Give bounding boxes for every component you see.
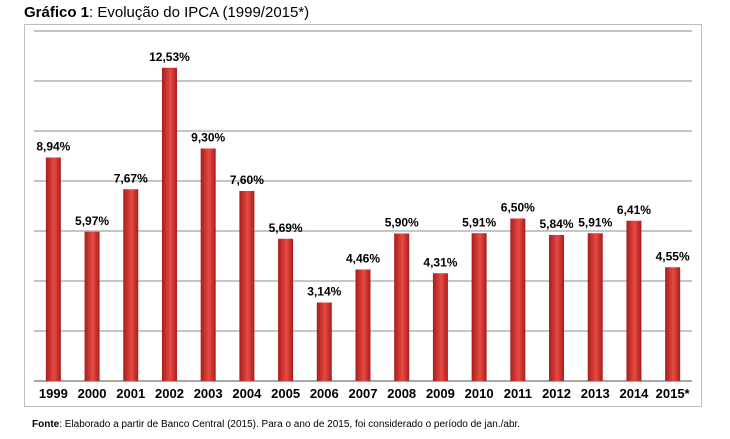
bar-2002	[161, 67, 177, 381]
bar-2009	[432, 273, 448, 381]
data-label-2008: 5,90%	[385, 216, 419, 230]
data-label-2003: 9,30%	[191, 131, 225, 145]
bar-2010	[471, 233, 487, 381]
tick-label-2013: 2013	[581, 386, 610, 401]
data-label-2000: 5,97%	[75, 214, 109, 228]
tick-label-2006: 2006	[310, 386, 339, 401]
data-label-2015*: 4,55%	[656, 249, 690, 263]
data-label-2013: 5,91%	[578, 215, 612, 229]
tick-label-2008: 2008	[387, 386, 416, 401]
chart-title-prefix: Gráfico 1	[24, 4, 90, 21]
tick-label-2009: 2009	[426, 386, 455, 401]
data-label-2004: 7,60%	[230, 173, 264, 187]
tick-label-2012: 2012	[542, 386, 571, 401]
data-label-2006: 3,14%	[307, 285, 341, 299]
x-axis-ticks: 1999 2000 2001 2002 2003 2004 2005 2006 2007 2008…	[39, 386, 691, 401]
tick-label-2014: 2014	[619, 386, 649, 401]
data-label-2010: 5,91%	[462, 215, 496, 229]
bar-1999	[45, 157, 61, 381]
tick-label-2003: 2003	[194, 386, 223, 401]
data-label-2007: 4,46%	[346, 252, 380, 266]
bar-2014	[626, 220, 642, 381]
tick-label-2015*: 2015*	[656, 386, 691, 401]
data-label-2011: 6,50%	[501, 201, 535, 215]
data-label-2014: 6,41%	[617, 203, 651, 217]
tick-label-2000: 2000	[78, 386, 107, 401]
chart-title: Gráfico 1: Evolução do IPCA (1999/2015*)	[24, 4, 309, 21]
bar-2015*	[665, 267, 681, 381]
bar-2013	[587, 233, 603, 381]
bar-2005	[278, 238, 294, 381]
tick-label-2002: 2002	[155, 386, 184, 401]
source-text: : Elaborado a partir de Banco Central (2…	[59, 419, 521, 430]
ipca-bar-chart: 8,94% 5,97% 7,67% 12,53% 9,30% 7,60% 5,69% 3,14…	[34, 30, 692, 401]
bar-2006	[316, 302, 332, 381]
data-label-1999: 8,94%	[36, 140, 70, 154]
data-label-2002: 12,53%	[149, 50, 190, 64]
data-label-2001: 7,67%	[114, 171, 148, 185]
bar-2003	[200, 148, 216, 381]
tick-label-2010: 2010	[465, 386, 494, 401]
data-label-2012: 5,84%	[540, 217, 574, 231]
tick-label-2011: 2011	[504, 386, 532, 401]
data-label-2005: 5,69%	[269, 221, 303, 235]
chart-frame	[24, 24, 702, 407]
tick-label-1999: 1999	[39, 386, 68, 401]
chart-title-text: : Evolução do IPCA (1999/2015*)	[89, 4, 310, 21]
tick-label-2001: 2001	[116, 386, 145, 401]
bar-2000	[84, 231, 100, 381]
data-label-2009: 4,31%	[423, 255, 457, 269]
bar-2008	[394, 233, 410, 381]
tick-label-2005: 2005	[271, 386, 300, 401]
tick-label-2004: 2004	[232, 386, 262, 401]
bar-2007	[355, 269, 371, 381]
bars	[45, 67, 681, 381]
bar-2011	[510, 218, 526, 381]
data-labels: 8,94% 5,97% 7,67% 12,53% 9,30% 7,60% 5,69% 3,14…	[36, 50, 690, 299]
source-prefix: Fonte	[32, 419, 60, 430]
bar-2004	[239, 191, 255, 381]
grid-lines	[34, 30, 692, 382]
tick-label-2007: 2007	[349, 386, 378, 401]
bar-2012	[549, 235, 565, 381]
bar-2001	[123, 189, 139, 381]
source-note: Fonte: Elaborado a partir de Banco Centr…	[32, 419, 520, 430]
